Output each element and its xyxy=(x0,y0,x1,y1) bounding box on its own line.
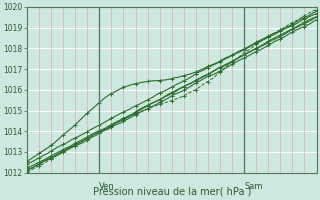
Text: Sam: Sam xyxy=(244,182,263,191)
X-axis label: Pression niveau de la mer( hPa ): Pression niveau de la mer( hPa ) xyxy=(92,187,251,197)
Text: Ven: Ven xyxy=(99,182,115,191)
